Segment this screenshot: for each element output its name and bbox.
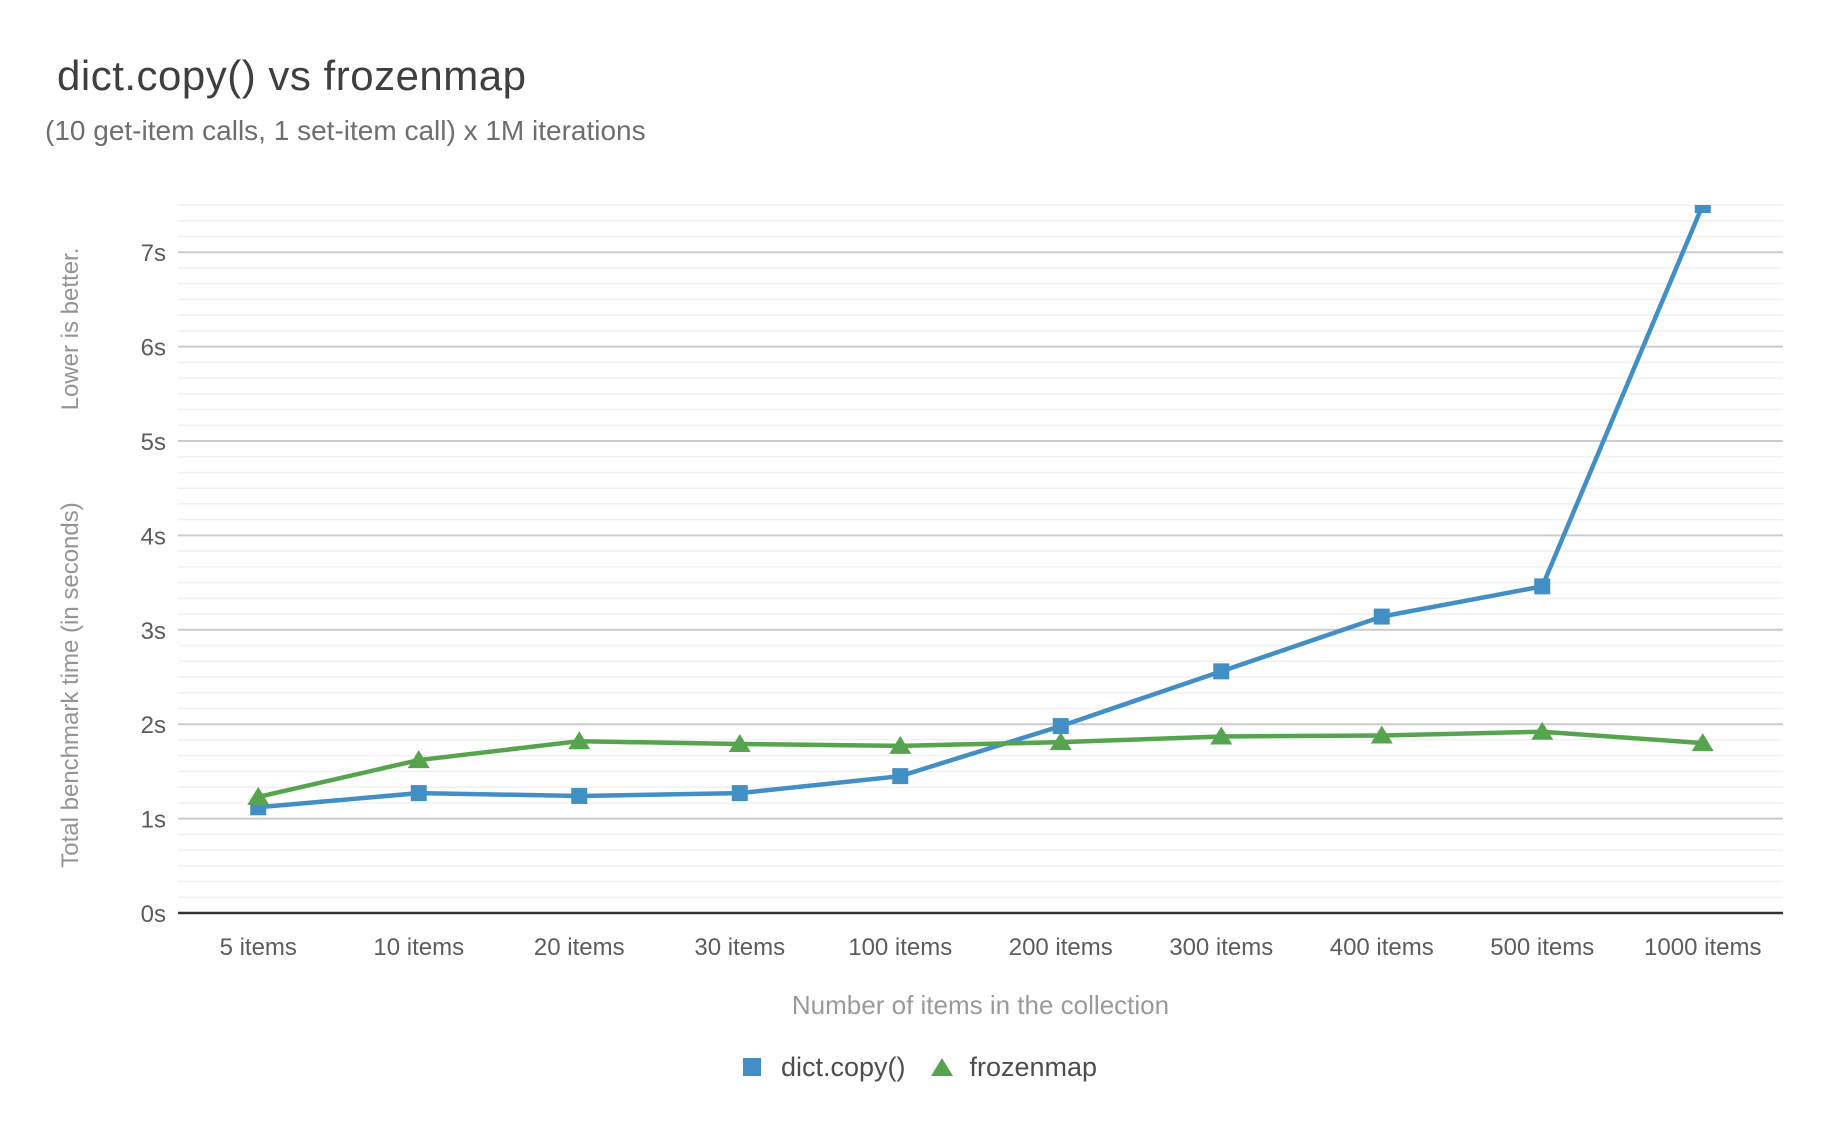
y-tick-label: 6s [141,335,166,362]
frozenmap-legend-label: frozenmap [969,1051,1098,1082]
data-point-square [1534,578,1551,595]
x-category-label: 500 items [1490,934,1594,961]
y-tick-label: 4s [141,523,166,550]
x-category-label: 400 items [1330,934,1434,961]
data-point-square [1694,205,1711,213]
data-point-triangle [1370,725,1393,744]
series-line-frozenmap [257,729,1703,800]
data-point-triangle [1691,733,1714,752]
y-tick-label: 1s [141,807,166,834]
data-point-triangle [728,734,751,753]
dict-copy-square-icon [742,1058,761,1076]
data-point-triangle [568,731,591,750]
chart-subtitle: (10 get-item calls, 1 set-item call) x 1… [45,115,646,146]
data-point-triangle [889,735,912,754]
data-point-square [1213,663,1230,680]
legend-item-frozenmap: frozenmap [931,1052,1097,1083]
x-axis-title: Number of items in the collection [791,990,1170,1020]
y-tick-label: 5s [141,429,166,456]
data-point-square [410,785,427,802]
data-point-square [1373,608,1390,625]
x-category-label: 20 items [534,934,625,961]
data-point-triangle [1049,732,1072,751]
frozenmap-triangle-icon [931,1058,954,1076]
legend-item-dict-copy: dict.copy() [742,1051,906,1083]
data-point-square [892,768,909,785]
dict-copy-legend-label: dict.copy() [780,1051,906,1082]
data-point-square [731,785,748,802]
x-category-label: 10 items [373,934,464,961]
x-category-label: 300 items [1169,934,1273,961]
y-tick-label: 2s [141,712,166,739]
series-line-dict-copy [258,205,1705,810]
data-point-triangle [1210,726,1233,745]
y-tick-label: 0s [141,901,166,928]
y-tick-label: 7s [141,240,166,267]
x-category-label: 200 items [1009,934,1113,961]
chart-title: dict.copy() vs frozenmap [57,52,527,99]
data-point-triangle [247,786,270,805]
x-category-label: 30 items [694,934,785,961]
y-tick-label: 3s [141,618,166,645]
x-category-label: 1000 items [1644,934,1761,961]
legend: dict.copy() frozenmap [0,1048,1840,1086]
data-point-triangle [1531,721,1554,740]
x-category-label: 5 items [220,934,297,961]
data-point-square [571,787,588,804]
data-point-square [1052,718,1069,735]
x-category-label: 100 items [848,934,952,961]
data-point-triangle [407,750,430,769]
